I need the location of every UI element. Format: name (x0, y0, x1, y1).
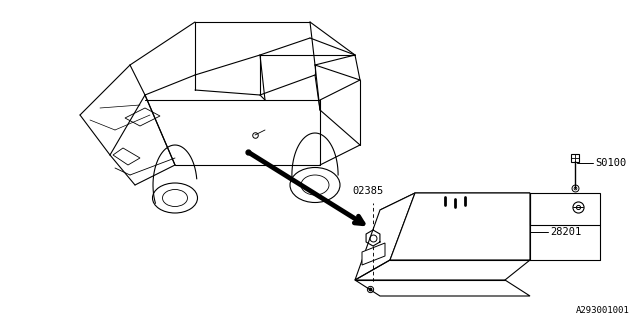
Polygon shape (355, 280, 530, 296)
Text: A293001001: A293001001 (576, 306, 630, 315)
Text: 02385: 02385 (353, 186, 383, 196)
Text: 28201: 28201 (550, 227, 581, 237)
Ellipse shape (152, 183, 198, 213)
Polygon shape (362, 243, 385, 265)
Polygon shape (355, 193, 415, 280)
Ellipse shape (163, 189, 188, 206)
Polygon shape (530, 193, 600, 225)
Ellipse shape (301, 175, 329, 195)
Text: S0100: S0100 (595, 158, 627, 168)
Polygon shape (390, 193, 530, 260)
Polygon shape (113, 148, 140, 165)
Polygon shape (380, 193, 530, 210)
Polygon shape (125, 108, 160, 126)
Ellipse shape (290, 167, 340, 203)
